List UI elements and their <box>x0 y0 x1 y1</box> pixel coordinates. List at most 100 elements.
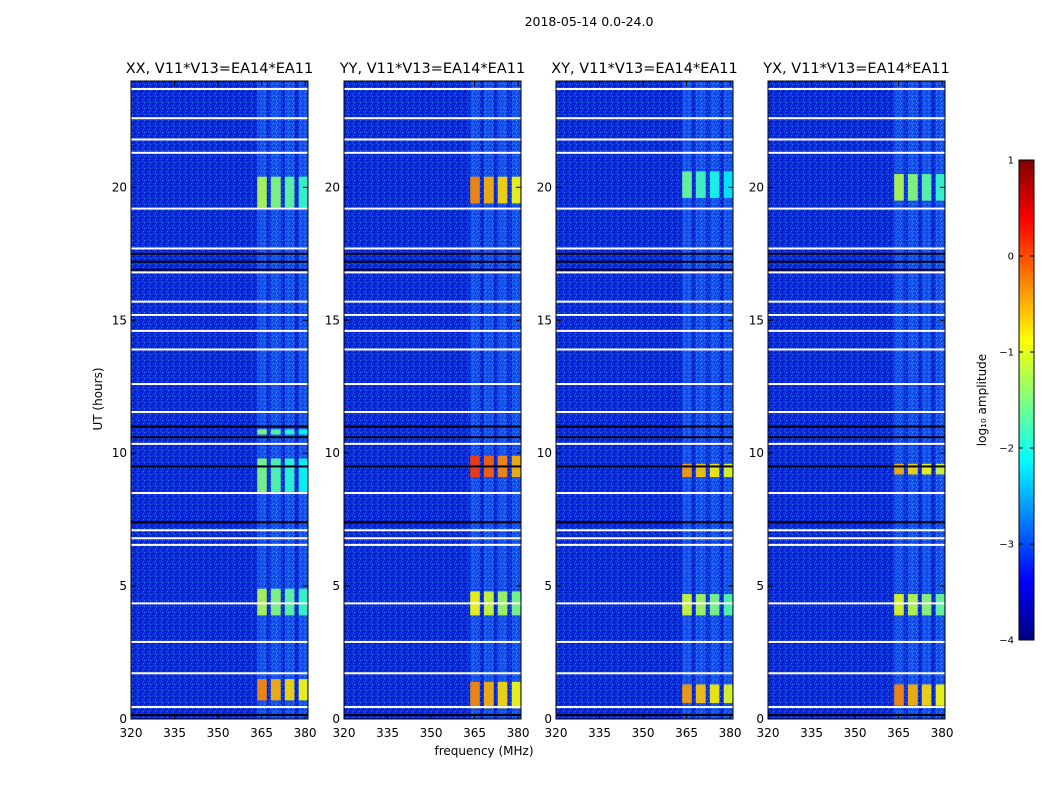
x-tick-label: 380 <box>931 726 954 740</box>
x-tick-label: 350 <box>420 726 443 740</box>
flagged-row <box>556 602 733 605</box>
rfi-channel-column <box>894 81 904 719</box>
x-tick-label: 365 <box>887 726 910 740</box>
flagged-row-dark <box>768 425 945 428</box>
flagged-row <box>131 602 308 605</box>
flagged-row <box>768 543 945 546</box>
rfi-channel-column <box>709 81 720 719</box>
x-tick-label: 350 <box>207 726 230 740</box>
y-tick-label: 0 <box>756 712 764 726</box>
flagged-row-dark <box>344 260 521 263</box>
flagged-row <box>131 313 308 316</box>
figure-suptitle: 2018-05-14 0.0-24.0 <box>525 14 654 29</box>
flagged-row <box>344 383 521 386</box>
rfi-burst <box>257 429 267 435</box>
flagged-row-dark <box>768 260 945 263</box>
flagged-row <box>556 442 733 445</box>
rfi-burst <box>723 594 733 616</box>
flagged-row <box>556 300 733 303</box>
rfi-burst <box>682 594 692 616</box>
panel-title: YY, V11*V13=EA14*EA11 <box>339 61 525 77</box>
flagged-row <box>131 543 308 546</box>
flagged-row <box>556 247 733 250</box>
flagged-row <box>131 151 308 154</box>
heatmap-background <box>768 81 945 719</box>
rfi-burst <box>298 458 308 494</box>
rfi-channel-column <box>257 81 267 719</box>
panel-title: XX, V11*V13=EA14*EA11 <box>126 61 314 77</box>
colorbar-tick-label: −3 <box>999 540 1014 551</box>
x-tick-label: 350 <box>844 726 867 740</box>
x-tick-label: 320 <box>545 726 568 740</box>
flagged-row <box>556 207 733 210</box>
flagged-row <box>768 640 945 643</box>
flagged-row <box>131 410 308 413</box>
flagged-row <box>131 383 308 386</box>
panel-frame <box>130 80 309 720</box>
rfi-burst <box>270 429 281 435</box>
y-tick-label: 10 <box>112 446 127 460</box>
panel-1: XX, V11*V13=EA14*EA11 320 335 350 365 380 0 5 10… <box>112 61 317 740</box>
x-tick-label: 335 <box>376 726 399 740</box>
rfi-burst <box>894 684 904 706</box>
flagged-row-dark <box>131 268 308 271</box>
rfi-burst <box>257 176 267 209</box>
flagged-row-dark <box>344 521 521 524</box>
flagged-row <box>131 529 308 532</box>
y-tick-label: 0 <box>332 712 340 726</box>
flagged-row <box>344 672 521 675</box>
flagged-row <box>344 348 521 351</box>
rfi-burst <box>709 171 720 198</box>
rfi-burst <box>921 684 932 706</box>
colorbar-label: log₁₀ amplitude <box>975 354 989 446</box>
x-tick-label: 335 <box>800 726 823 740</box>
flagged-row <box>131 640 308 643</box>
panels-group: XX, V11*V13=EA14*EA11 320 335 350 365 380 0 5 10… <box>112 61 954 740</box>
panel-frame <box>555 80 734 720</box>
y-tick-label: 10 <box>325 446 340 460</box>
flagged-row <box>556 672 733 675</box>
flagged-row-dark <box>344 436 521 439</box>
rfi-burst <box>709 463 720 478</box>
flagged-row-dark <box>556 521 733 524</box>
flagged-row <box>131 247 308 250</box>
y-axis-label: UT (hours) <box>91 367 105 430</box>
rfi-burst <box>298 588 308 616</box>
x-tick-label: 320 <box>120 726 143 740</box>
x-tick-label: 335 <box>163 726 186 740</box>
x-tick-label: 365 <box>250 726 273 740</box>
rfi-burst <box>257 588 267 616</box>
rfi-burst <box>682 684 692 704</box>
rfi-channel-column <box>907 81 918 719</box>
y-tick-label: 10 <box>749 446 764 460</box>
rfi-burst <box>270 588 281 616</box>
flagged-row <box>556 313 733 316</box>
flagged-row <box>556 138 733 141</box>
rfi-burst <box>894 174 904 201</box>
rfi-burst <box>682 171 692 198</box>
flagged-row <box>768 313 945 316</box>
rfi-burst <box>723 463 733 478</box>
colorbar-ticks: 1 0 −1 −2 −3 −4 <box>999 156 1034 647</box>
flagged-row <box>768 117 945 120</box>
flagged-row <box>556 410 733 413</box>
flagged-row-dark <box>556 436 733 439</box>
flagged-row-dark <box>344 252 521 255</box>
flagged-row <box>344 492 521 495</box>
flagged-row <box>768 300 945 303</box>
rfi-channel-column <box>921 81 932 719</box>
flagged-row <box>556 543 733 546</box>
flagged-row <box>344 602 521 605</box>
rfi-burst <box>907 463 918 475</box>
flagged-row <box>344 529 521 532</box>
rfi-burst <box>935 463 945 475</box>
rfi-channel-column <box>695 81 706 719</box>
flagged-row <box>344 410 521 413</box>
x-tick-label: 320 <box>333 726 356 740</box>
flagged-row <box>344 138 521 141</box>
x-tick-label: 380 <box>294 726 317 740</box>
colorbar-tick-label: 0 <box>1008 252 1014 263</box>
x-tick-label: 350 <box>632 726 655 740</box>
flagged-row <box>131 672 308 675</box>
